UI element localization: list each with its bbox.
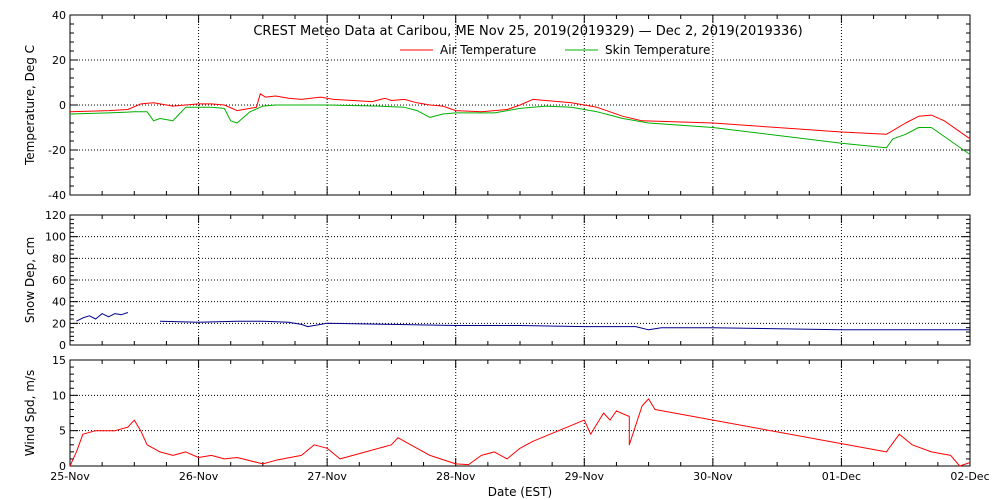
y-tick-label: 120 <box>45 209 66 222</box>
x-tick-label: 27-Nov <box>307 470 347 483</box>
x-tick-label: 01-Dec <box>822 470 861 483</box>
x-tick-label: 29-Nov <box>565 470 605 483</box>
panels: -40 -20 0 20 40 Temperature, Deg C 0 20 40 60 80 10… <box>23 9 990 483</box>
series-line-wind-0 <box>69 398 971 467</box>
x-axis-title: Date (EST) <box>488 485 552 499</box>
y-tick-label: 10 <box>52 389 66 402</box>
y-tick-label: 0 <box>59 339 66 352</box>
y-tick-label: 0 <box>59 460 66 473</box>
y-tick-label: 0 <box>59 99 66 112</box>
panel-snow: 0 20 40 60 80 100 120 Snow Dep, cm <box>23 209 971 352</box>
y-tick-label: 40 <box>52 9 66 22</box>
legend-label: Air Temperature <box>440 43 536 57</box>
y-tick-label: -20 <box>48 144 66 157</box>
panel-wind: 0 5 10 15 Wind Spd, m/s 25-Nov 26-Nov 27-Nov 28-… <box>23 354 990 483</box>
legend-label: Skin Temperature <box>605 43 710 57</box>
chart-title: CREST Meteo Data at Caribou, ME Nov 25, … <box>253 24 802 39</box>
y-tick-label: -40 <box>48 189 66 202</box>
x-tick-label: 25-Nov <box>50 470 90 483</box>
y-axis-title: Wind Spd, m/s <box>23 370 37 456</box>
y-tick-label: 40 <box>52 296 66 309</box>
y-tick-label: 60 <box>52 274 66 287</box>
x-tick-label: 28-Nov <box>436 470 476 483</box>
y-tick-label: 5 <box>59 425 66 438</box>
panel-frame <box>69 359 971 467</box>
series-line-temperature-1 <box>69 104 971 155</box>
series-line-temperature-0 <box>69 93 971 140</box>
series-line-snow-0 <box>76 312 129 322</box>
y-axis-title: Snow Dep, cm <box>23 237 37 323</box>
x-tick-label: 26-Nov <box>179 470 219 483</box>
y-tick-label: 20 <box>52 54 66 67</box>
y-tick-label: 20 <box>52 317 66 330</box>
y-tick-label: 15 <box>52 354 66 367</box>
y-tick-label: 100 <box>45 231 66 244</box>
y-tick-label: 80 <box>52 252 66 265</box>
x-tick-label: 30-Nov <box>693 470 733 483</box>
x-tick-label: 02-Dec <box>950 470 989 483</box>
series-line-snow-1 <box>159 320 970 331</box>
legend: Air Temperature Skin Temperature <box>400 43 710 57</box>
panel-temperature: -40 -20 0 20 40 Temperature, Deg C <box>23 9 971 202</box>
y-axis-title: Temperature, Deg C <box>23 45 37 166</box>
